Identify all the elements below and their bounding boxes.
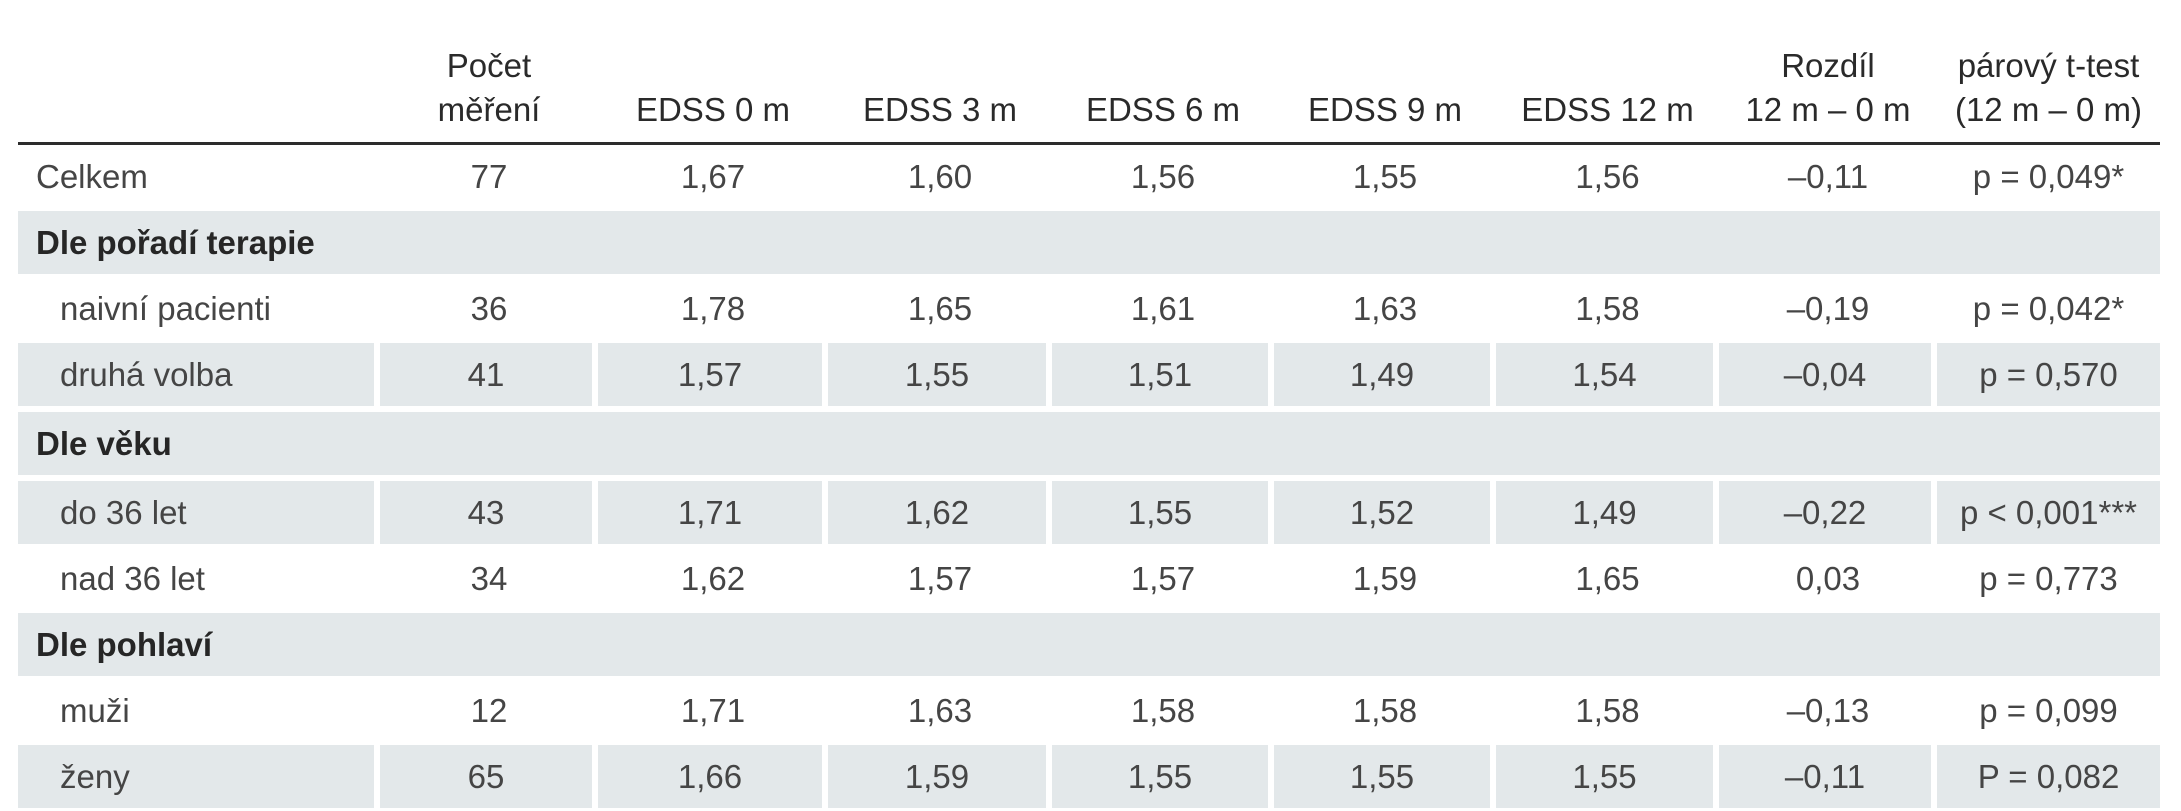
cell-edss9: 1,55 bbox=[1352, 157, 1418, 195]
cell-count: 65 bbox=[380, 742, 598, 811]
section-row-sex: Dle pohlaví bbox=[18, 610, 2160, 679]
header-edss9: EDSS 9 m bbox=[1274, 44, 1496, 145]
cell-ttest: P = 0,082 bbox=[1937, 742, 2160, 811]
cell-edss6: 1,51 bbox=[1052, 340, 1274, 409]
cell-edss0: 1,66 bbox=[598, 742, 828, 811]
cell-edss3: 1,60 bbox=[907, 157, 973, 195]
cell-label: Celkem bbox=[36, 157, 148, 195]
cell-label: do 36 let bbox=[18, 478, 380, 547]
header-row: Počet měření EDSS 0 m EDSS 3 m EDSS 6 m E… bbox=[18, 44, 2160, 145]
section-title: Dle věku bbox=[18, 409, 2160, 478]
cell-diff: 0,03 bbox=[1795, 559, 1861, 597]
cell-diff: –0,11 bbox=[1719, 742, 1937, 811]
cell-edss9: 1,59 bbox=[1352, 559, 1418, 597]
cell-edss3: 1,57 bbox=[907, 559, 973, 597]
cell-edss12: 1,56 bbox=[1575, 157, 1640, 195]
cell-edss9: 1,58 bbox=[1352, 691, 1418, 729]
header-count-line1: Počet bbox=[446, 47, 532, 84]
table-row: druhá volba 41 1,57 1,55 1,51 1,49 1,54 … bbox=[18, 340, 2160, 409]
cell-ttest: p = 0,099 bbox=[1979, 691, 2118, 729]
cell-edss9: 1,49 bbox=[1274, 340, 1496, 409]
header-edss3: EDSS 3 m bbox=[828, 44, 1052, 145]
header-diff: Rozdíl 12 m – 0 m bbox=[1719, 44, 1937, 145]
cell-edss0: 1,71 bbox=[680, 691, 746, 729]
header-edss0: EDSS 0 m bbox=[598, 44, 828, 145]
table-body: Celkem 77 1,67 1,60 1,56 1,55 1,56 –0,11… bbox=[18, 145, 2160, 811]
cell-edss0: 1,67 bbox=[680, 157, 746, 195]
cell-edss12: 1,58 bbox=[1575, 691, 1640, 729]
cell-label: nad 36 let bbox=[60, 559, 205, 597]
cell-diff: –0,04 bbox=[1719, 340, 1937, 409]
cell-edss3: 1,55 bbox=[828, 340, 1052, 409]
cell-edss9: 1,55 bbox=[1274, 742, 1496, 811]
header-label bbox=[18, 44, 380, 145]
cell-label: naivní pacienti bbox=[60, 289, 271, 327]
cell-count: 77 bbox=[470, 157, 508, 195]
cell-edss0: 1,78 bbox=[680, 289, 746, 327]
section-title: Dle pořadí terapie bbox=[18, 208, 2160, 277]
cell-edss6: 1,55 bbox=[1052, 478, 1274, 547]
cell-diff: –0,11 bbox=[1787, 157, 1869, 195]
cell-edss9: 1,52 bbox=[1274, 478, 1496, 547]
table-row: ženy 65 1,66 1,59 1,55 1,55 1,55 –0,11 P… bbox=[18, 742, 2160, 811]
cell-edss12: 1,49 bbox=[1496, 478, 1719, 547]
cell-edss0: 1,57 bbox=[598, 340, 828, 409]
cell-diff: –0,22 bbox=[1719, 478, 1937, 547]
table-row: naivní pacienti 36 1,78 1,65 1,61 1,63 1… bbox=[18, 277, 2160, 340]
edss-table: Počet měření EDSS 0 m EDSS 3 m EDSS 6 m E… bbox=[18, 44, 2160, 811]
cell-diff: –0,13 bbox=[1786, 691, 1870, 729]
cell-edss3: 1,63 bbox=[907, 691, 973, 729]
cell-ttest: p = 0,042* bbox=[1972, 289, 2125, 327]
cell-edss12: 1,55 bbox=[1496, 742, 1719, 811]
cell-edss3: 1,59 bbox=[828, 742, 1052, 811]
cell-count: 43 bbox=[380, 478, 598, 547]
header-ttest: párový t-test (12 m – 0 m) bbox=[1937, 44, 2160, 145]
cell-edss0: 1,71 bbox=[598, 478, 828, 547]
cell-edss12: 1,65 bbox=[1575, 559, 1640, 597]
cell-edss6: 1,57 bbox=[1130, 559, 1196, 597]
cell-ttest: p = 0,773 bbox=[1979, 559, 2118, 597]
cell-edss0: 1,62 bbox=[680, 559, 746, 597]
section-row-age: Dle věku bbox=[18, 409, 2160, 478]
cell-edss6: 1,58 bbox=[1130, 691, 1196, 729]
cell-label: muži bbox=[60, 691, 130, 729]
cell-edss3: 1,65 bbox=[907, 289, 973, 327]
cell-edss12: 1,58 bbox=[1575, 289, 1640, 327]
cell-label: druhá volba bbox=[18, 340, 380, 409]
cell-count: 34 bbox=[470, 559, 508, 597]
cell-edss9: 1,63 bbox=[1352, 289, 1418, 327]
header-count-line2: měření bbox=[437, 91, 541, 128]
section-title: Dle pohlaví bbox=[18, 610, 2160, 679]
cell-edss6: 1,61 bbox=[1130, 289, 1196, 327]
header-diff-line1: Rozdíl bbox=[1781, 47, 1875, 84]
header-edss6: EDSS 6 m bbox=[1052, 44, 1274, 145]
cell-count: 36 bbox=[470, 289, 508, 327]
table-row-total: Celkem 77 1,67 1,60 1,56 1,55 1,56 –0,11… bbox=[18, 145, 2160, 208]
table-header: Počet měření EDSS 0 m EDSS 3 m EDSS 6 m E… bbox=[18, 44, 2160, 145]
cell-label: ženy bbox=[18, 742, 380, 811]
cell-edss6: 1,55 bbox=[1052, 742, 1274, 811]
header-ttest-line2: (12 m – 0 m) bbox=[1954, 91, 2143, 128]
header-diff-line2: 12 m – 0 m bbox=[1745, 91, 1911, 128]
cell-edss6: 1,56 bbox=[1130, 157, 1196, 195]
table-row: muži 12 1,71 1,63 1,58 1,58 1,58 –0,13 p… bbox=[18, 679, 2160, 742]
cell-count: 12 bbox=[470, 691, 508, 729]
header-ttest-line1: párový t-test bbox=[1957, 47, 2140, 84]
cell-ttest: p < 0,001*** bbox=[1937, 478, 2160, 547]
table-row: nad 36 let 34 1,62 1,57 1,57 1,59 1,65 0… bbox=[18, 547, 2160, 610]
cell-edss12: 1,54 bbox=[1496, 340, 1719, 409]
cell-ttest: p = 0,049* bbox=[1972, 157, 2125, 195]
cell-count: 41 bbox=[380, 340, 598, 409]
section-row-therapy: Dle pořadí terapie bbox=[18, 208, 2160, 277]
table-row: do 36 let 43 1,71 1,62 1,55 1,52 1,49 –0… bbox=[18, 478, 2160, 547]
header-count: Počet měření bbox=[380, 44, 598, 145]
cell-edss3: 1,62 bbox=[828, 478, 1052, 547]
cell-diff: –0,19 bbox=[1786, 289, 1870, 327]
cell-ttest: p = 0,570 bbox=[1937, 340, 2160, 409]
header-edss12: EDSS 12 m bbox=[1496, 44, 1719, 145]
